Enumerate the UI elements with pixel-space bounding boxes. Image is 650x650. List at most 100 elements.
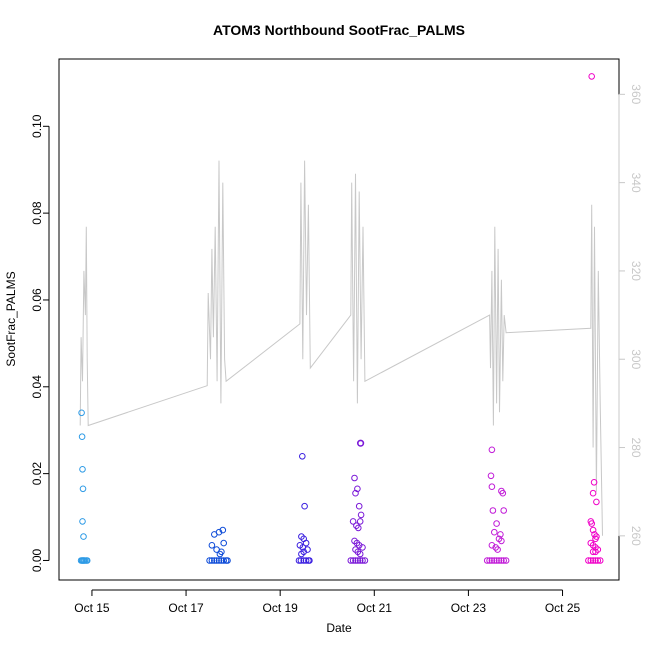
background-line-layer bbox=[79, 160, 603, 536]
data-point-3-5 bbox=[357, 511, 365, 519]
data-point-4-21 bbox=[498, 557, 505, 564]
y2-tick-label-1: 280 bbox=[629, 438, 643, 458]
data-point-4-16 bbox=[486, 557, 493, 564]
data-point-1-8 bbox=[206, 557, 213, 564]
data-point-4-14 bbox=[494, 546, 501, 553]
data-point-1-16 bbox=[224, 557, 231, 564]
data-point-3-6 bbox=[349, 518, 357, 525]
data-point-2-6 bbox=[296, 542, 304, 549]
x-tick-label-1: Oct 17 bbox=[168, 601, 204, 615]
data-point-1-11 bbox=[213, 557, 220, 564]
data-point-4-0 bbox=[488, 446, 496, 454]
x-tick-label-5: Oct 25 bbox=[545, 601, 581, 615]
data-point-1-9 bbox=[208, 557, 216, 564]
background-series-line bbox=[79, 160, 603, 536]
data-point-3-20 bbox=[354, 557, 362, 564]
data-point-5-2 bbox=[589, 489, 597, 497]
data-point-5-1 bbox=[590, 479, 598, 486]
data-point-1-7 bbox=[216, 550, 224, 558]
data-point-3-9 bbox=[356, 518, 364, 525]
data-point-2-0 bbox=[299, 453, 306, 460]
data-point-4-23 bbox=[502, 557, 510, 564]
plot-frame bbox=[58, 58, 620, 581]
data-point-4-4 bbox=[499, 489, 507, 497]
y2-axis: 260 280 300 320 340 360 bbox=[618, 84, 643, 546]
y-tick-label-3: 0.06 bbox=[30, 288, 44, 312]
data-point-4-18 bbox=[491, 557, 498, 564]
y-tick-label-1: 0.02 bbox=[30, 462, 44, 486]
y-tick-label-4: 0.08 bbox=[30, 201, 44, 225]
data-point-4-8 bbox=[491, 528, 498, 536]
data-point-5-14 bbox=[589, 548, 597, 556]
data-point-5-3 bbox=[593, 498, 600, 506]
data-point-2-1 bbox=[301, 502, 308, 510]
data-point-0-12 bbox=[83, 557, 91, 564]
data-point-3-23 bbox=[361, 557, 369, 564]
data-point-0-3 bbox=[79, 485, 87, 493]
data-point-3-16 bbox=[356, 550, 364, 558]
data-point-0-1 bbox=[78, 433, 86, 441]
data-point-1-14 bbox=[220, 557, 227, 564]
data-point-0-2 bbox=[79, 466, 86, 473]
data-point-2-9 bbox=[298, 550, 305, 558]
data-point-3-3 bbox=[352, 489, 359, 497]
data-point-1-10 bbox=[211, 557, 218, 564]
x-axis-label: Date bbox=[326, 621, 352, 635]
data-point-3-13 bbox=[359, 544, 366, 551]
data-point-3-4 bbox=[355, 502, 363, 510]
data-point-4-9 bbox=[497, 531, 504, 538]
x-tick-label-2: Oct 19 bbox=[262, 601, 298, 615]
data-point-4-11 bbox=[498, 537, 505, 545]
data-point-1-3 bbox=[219, 526, 227, 534]
data-point-5-17 bbox=[587, 557, 595, 564]
data-point-5-16 bbox=[585, 557, 592, 564]
data-point-5-19 bbox=[592, 557, 599, 564]
data-point-5-18 bbox=[589, 557, 597, 564]
y2-tick-label-3: 320 bbox=[629, 261, 643, 281]
x-tick-label-0: Oct 15 bbox=[74, 601, 110, 615]
y2-tick-label-2: 300 bbox=[629, 349, 643, 369]
data-point-3-12 bbox=[355, 542, 363, 549]
data-point-3-17 bbox=[347, 557, 355, 564]
data-point-4-19 bbox=[493, 557, 500, 564]
data-point-4-17 bbox=[488, 557, 496, 564]
data-point-4-15 bbox=[483, 557, 491, 564]
y-tick-label-2: 0.04 bbox=[30, 375, 44, 399]
x-axis: Oct 15 Oct 17 Oct 19 Oct 21 Oct 23 Oct 25 bbox=[74, 589, 581, 615]
y-tick-label-0: 0.00 bbox=[30, 548, 44, 572]
data-point-1-13 bbox=[218, 557, 225, 564]
data-point-5-20 bbox=[594, 557, 602, 564]
x-tick-label-3: Oct 21 bbox=[357, 601, 393, 615]
data-point-1-12 bbox=[215, 557, 223, 564]
data-point-2-13 bbox=[302, 557, 310, 564]
data-point-3-1 bbox=[351, 474, 358, 482]
data-point-5-15 bbox=[592, 548, 599, 556]
data-point-4-6 bbox=[500, 507, 508, 514]
points-layer bbox=[77, 73, 604, 564]
y-axis-label: SootFrac_PALMS bbox=[4, 271, 18, 366]
data-point-4-20 bbox=[495, 557, 503, 564]
y2-tick-label-5: 360 bbox=[629, 84, 643, 104]
data-point-4-2 bbox=[488, 483, 496, 491]
y-tick-label-5: 0.10 bbox=[30, 114, 44, 138]
data-point-5-0 bbox=[588, 73, 596, 80]
data-point-0-4 bbox=[79, 518, 86, 525]
data-point-3-22 bbox=[359, 557, 366, 564]
data-point-5-21 bbox=[596, 557, 604, 564]
data-point-3-0 bbox=[357, 439, 365, 447]
data-point-5-9 bbox=[592, 535, 599, 543]
data-point-4-1 bbox=[487, 472, 495, 480]
y-axis: 0.00 0.02 0.04 0.06 0.08 0.10 bbox=[30, 114, 50, 572]
data-point-4-12 bbox=[488, 542, 496, 549]
data-point-3-18 bbox=[349, 557, 357, 564]
data-point-5-6 bbox=[589, 526, 597, 534]
data-point-4-5 bbox=[489, 507, 497, 514]
data-point-2-10 bbox=[295, 557, 303, 564]
data-point-0-13 bbox=[78, 557, 86, 564]
data-point-1-0 bbox=[208, 542, 216, 549]
data-point-2-4 bbox=[302, 539, 310, 547]
x-tick-label-4: Oct 23 bbox=[451, 601, 487, 615]
data-point-5-5 bbox=[588, 520, 596, 527]
data-point-3-19 bbox=[352, 557, 359, 564]
